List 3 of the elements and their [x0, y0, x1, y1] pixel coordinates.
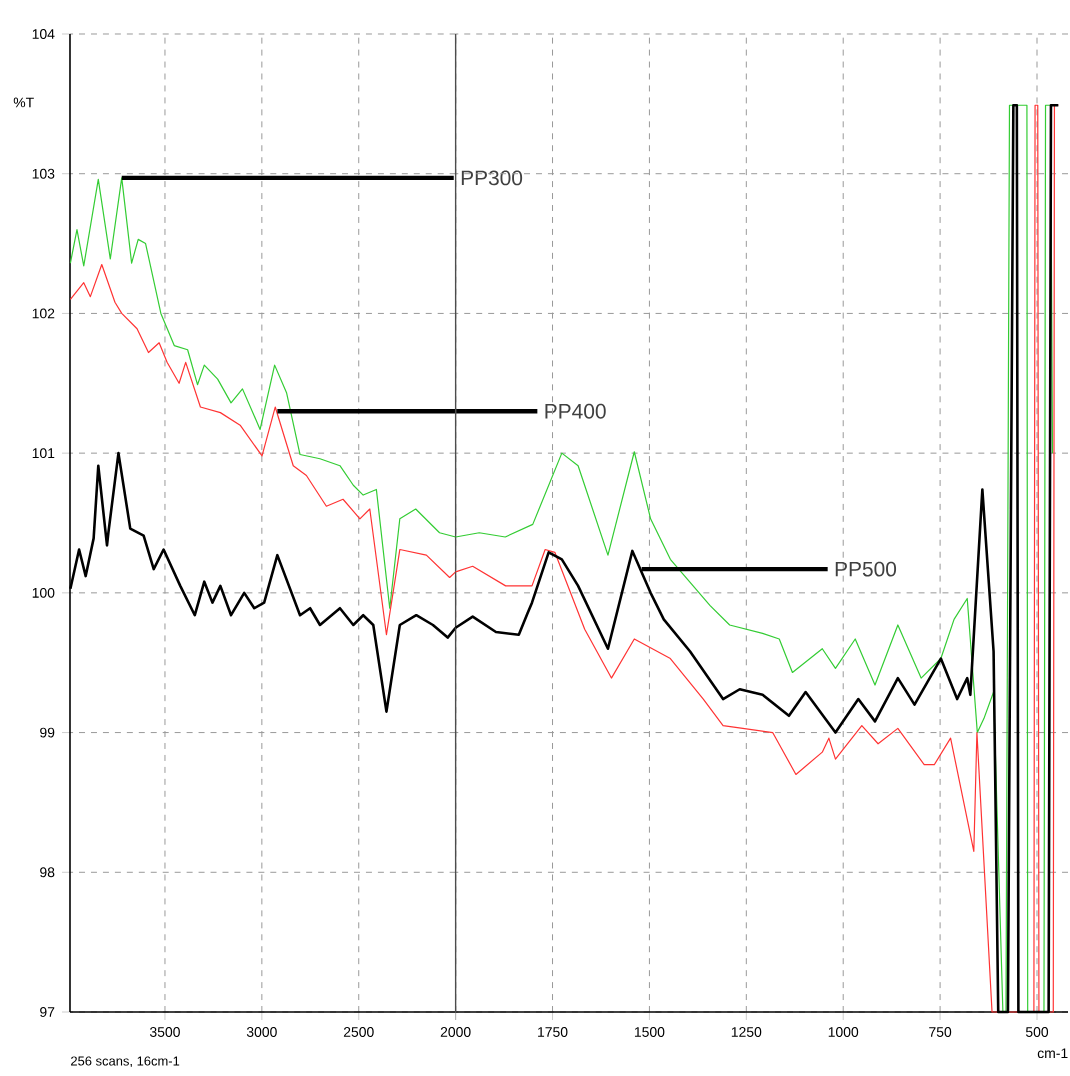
annotation: PP400: [545, 403, 606, 419]
annotation: PP300: [461, 170, 523, 186]
annotation: PP500: [835, 561, 897, 577]
